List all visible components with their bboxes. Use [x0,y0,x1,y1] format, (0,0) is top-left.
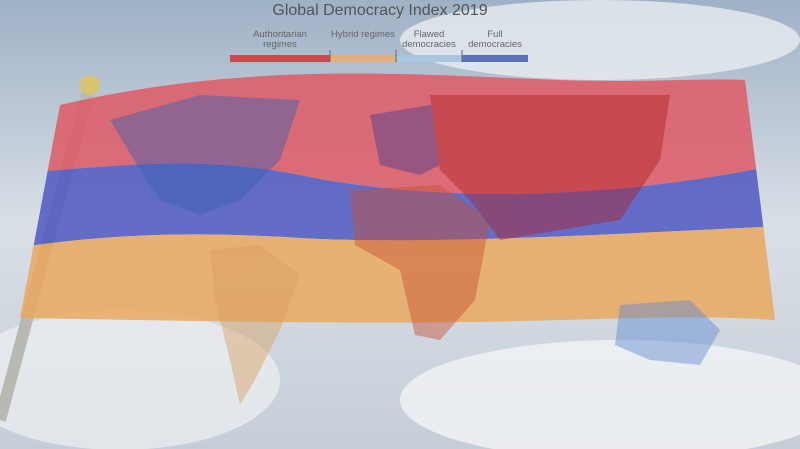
legend-label: Hybrid regimes [331,29,395,40]
flag-red [20,73,775,194]
australia [615,300,720,365]
north-america [110,95,300,215]
europe [370,100,470,175]
legend-label: Authoritarian regimes [253,29,307,50]
legend-label: Flawed democracies [402,29,456,50]
africa [350,185,490,340]
legend-swatch [396,55,462,62]
south-america [210,245,300,405]
cloud [0,310,280,449]
cloud [400,340,800,449]
pole-finial [80,75,100,95]
legend-label: Full democracies [468,29,522,50]
map-title: Global Democracy Index 2019 [272,2,488,19]
legend-swatch [230,55,330,62]
world-map [110,95,720,405]
legend-swatch [462,55,528,62]
flag-orange [20,225,775,323]
flag-blue [20,160,775,250]
legend-swatch [330,55,396,62]
asia [430,95,670,240]
